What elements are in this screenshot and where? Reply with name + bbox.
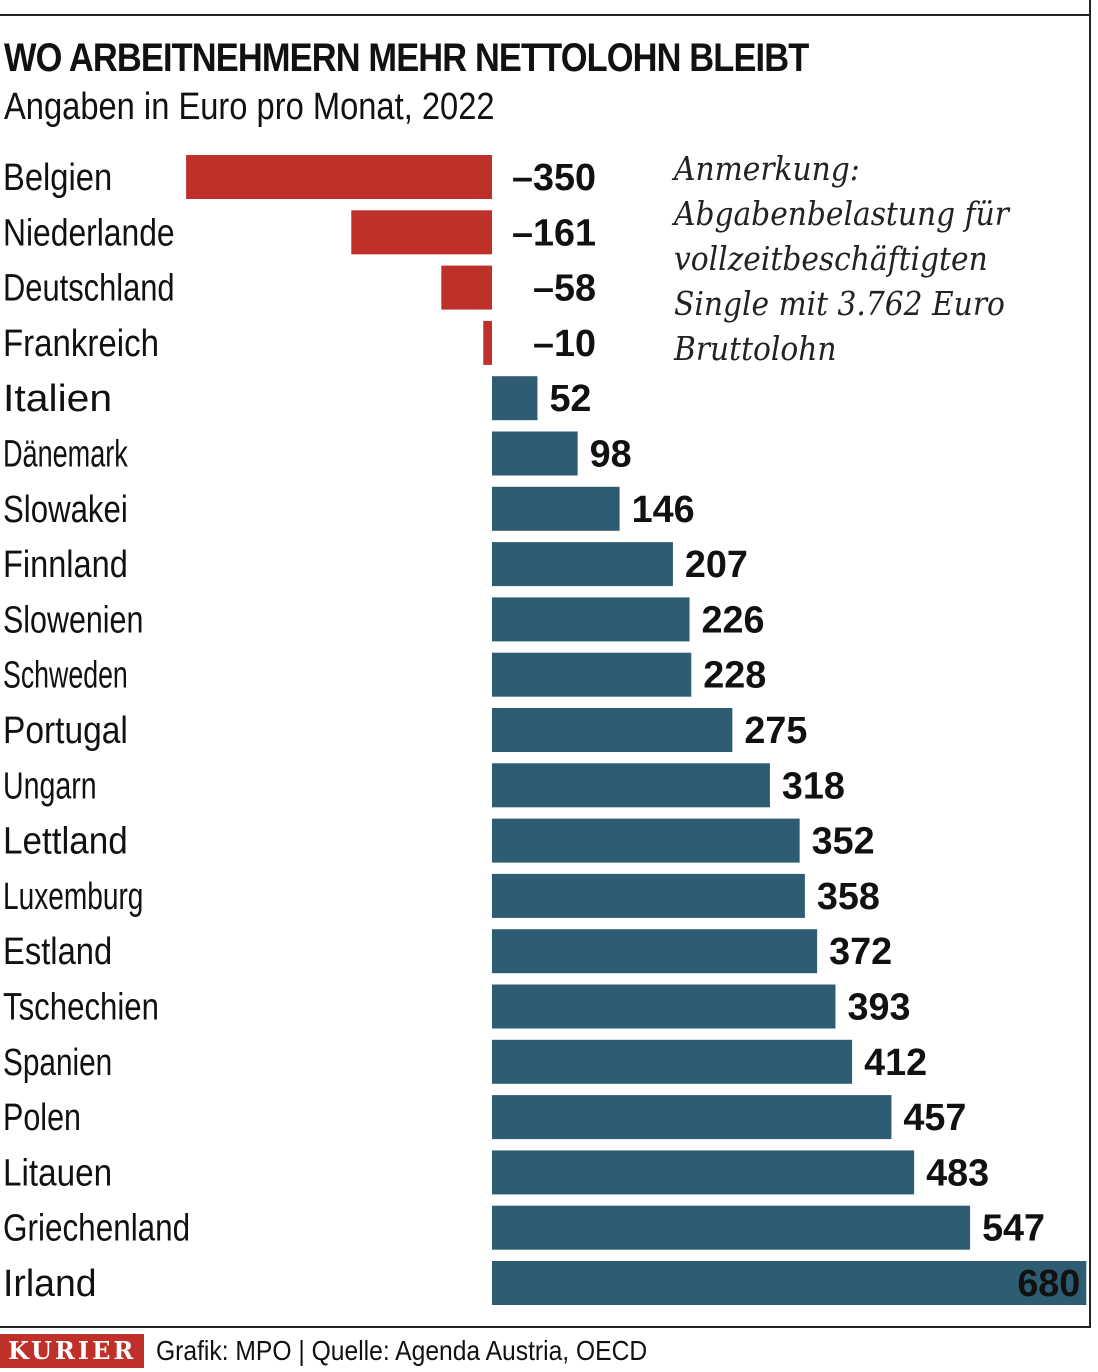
right-rule <box>1089 0 1091 1327</box>
bar <box>492 1150 915 1195</box>
bar <box>351 210 492 255</box>
note-line: vollzeitbeschäftigten <box>674 239 988 278</box>
bar <box>492 1039 853 1084</box>
category-label: Irland <box>3 1263 97 1305</box>
bottom-rule <box>0 1326 1091 1328</box>
category-label: Tschechien <box>3 987 159 1029</box>
bar <box>492 818 800 863</box>
chart-title: WO ARBEITNEHMERN MEHR NETTOLOHN BLEIBT <box>4 36 809 80</box>
value-label: –350 <box>512 157 596 199</box>
value-label: 483 <box>926 1152 989 1194</box>
bar <box>492 542 673 587</box>
bar <box>492 984 836 1029</box>
value-label: 412 <box>864 1042 927 1084</box>
value-label: 146 <box>632 489 695 531</box>
bar <box>492 1261 1087 1305</box>
category-label: Ungarn <box>3 765 97 807</box>
chart-subtitle: Angaben in Euro pro Monat, 2022 <box>4 86 495 128</box>
footer: KURIER Grafik: MPO | Quelle: Agenda Aust… <box>0 1334 715 1368</box>
annotation-note: Anmerkung: Abgabenbelastung für vollzeit… <box>674 146 1043 371</box>
category-label: Italien <box>3 378 112 420</box>
value-label: –161 <box>512 212 596 254</box>
bar <box>483 320 492 365</box>
bar-chart: Belgien –350 Niederlande –161 Deutschland –58… <box>3 155 1087 1305</box>
category-label: Dänemark <box>3 434 129 476</box>
top-rule <box>0 14 1090 16</box>
value-label: 547 <box>982 1208 1045 1250</box>
value-label: 228 <box>703 655 766 697</box>
value-label: 275 <box>744 710 807 752</box>
bar <box>492 486 620 531</box>
category-label: Finnland <box>3 544 128 586</box>
value-label: 372 <box>829 931 892 973</box>
note-line: Single mit 3.762 Euro <box>674 284 1005 323</box>
value-label: 680 <box>1017 1263 1080 1305</box>
value-label: 393 <box>847 987 910 1029</box>
kurier-logo: KURIER <box>0 1334 145 1368</box>
bar <box>492 431 578 476</box>
value-label: 98 <box>590 434 632 476</box>
category-label: Griechenland <box>3 1208 190 1250</box>
bar <box>186 155 492 199</box>
value-label: –58 <box>533 268 596 310</box>
note-line: Bruttolohn <box>674 329 837 368</box>
bar <box>492 597 690 642</box>
category-label: Spanien <box>3 1042 112 1084</box>
note-line: Anmerkung: <box>674 149 860 188</box>
value-label: 352 <box>812 821 875 863</box>
value-label: 358 <box>817 876 880 918</box>
category-label: Portugal <box>3 710 128 752</box>
source-credit: Grafik: MPO | Quelle: Agenda Austria, OE… <box>156 1335 648 1366</box>
category-label: Belgien <box>3 157 112 199</box>
bar <box>492 652 692 697</box>
note-line: Abgabenbelastung für <box>674 194 1009 233</box>
category-label: Deutschland <box>3 268 175 310</box>
value-label: 226 <box>702 599 765 641</box>
value-label: 457 <box>903 1097 966 1139</box>
bar <box>441 265 492 310</box>
category-label: Slowakei <box>3 489 128 531</box>
bar <box>492 873 805 918</box>
bar <box>492 708 733 752</box>
value-label: 207 <box>685 544 748 586</box>
category-label: Lettland <box>3 821 128 863</box>
category-label: Frankreich <box>3 323 159 365</box>
bar <box>492 376 538 421</box>
bar <box>492 1095 892 1140</box>
category-label: Estland <box>3 931 112 973</box>
bar <box>492 929 818 974</box>
category-label: Slowenien <box>3 599 143 641</box>
category-label: Polen <box>3 1097 81 1139</box>
value-label: 52 <box>549 378 591 420</box>
bar <box>492 1205 971 1250</box>
category-label: Schweden <box>3 655 128 697</box>
category-label: Litauen <box>3 1152 112 1194</box>
category-label: Luxemburg <box>3 876 143 918</box>
bar <box>492 763 770 808</box>
value-label: 318 <box>782 765 845 807</box>
value-label: –10 <box>533 323 596 365</box>
category-label: Niederlande <box>3 212 175 254</box>
